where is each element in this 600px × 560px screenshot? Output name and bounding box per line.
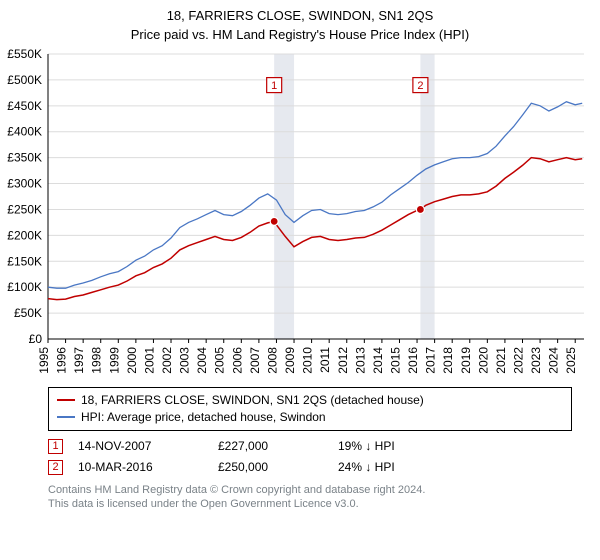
x-tick-label: 2016 <box>406 347 420 374</box>
x-tick-label: 2022 <box>511 347 525 374</box>
x-tick-label: 1996 <box>55 347 69 374</box>
x-tick-label: 2024 <box>547 347 561 374</box>
chart-band <box>274 54 294 339</box>
y-tick-label: £200K <box>7 228 42 242</box>
sale-marker-dot <box>416 205 424 213</box>
footer-line-2: This data is licensed under the Open Gov… <box>48 497 572 512</box>
footer-attribution: Contains HM Land Registry data © Crown c… <box>48 483 572 521</box>
x-tick-label: 2015 <box>388 347 402 374</box>
x-tick-label: 2023 <box>529 347 543 374</box>
y-tick-label: £150K <box>7 254 42 268</box>
x-tick-label: 2013 <box>353 347 367 374</box>
sale-marker-number: 1 <box>271 80 277 92</box>
x-tick-label: 2017 <box>424 347 438 374</box>
sale-marker-dot <box>270 217 278 225</box>
tx-date: 10-MAR-2016 <box>78 460 218 474</box>
x-tick-label: 2007 <box>248 347 262 374</box>
y-tick-label: £100K <box>7 280 42 294</box>
y-tick-label: £400K <box>7 125 42 139</box>
x-tick-label: 2008 <box>265 347 279 374</box>
x-tick-label: 2021 <box>494 347 508 374</box>
x-tick-label: 2004 <box>195 347 209 374</box>
x-tick-label: 2000 <box>125 347 139 374</box>
x-tick-label: 2006 <box>230 347 244 374</box>
tx-price: £227,000 <box>218 439 338 453</box>
y-tick-label: £300K <box>7 177 42 191</box>
y-tick-label: £50K <box>14 306 42 320</box>
y-tick-label: £500K <box>7 73 42 87</box>
legend-label: 18, FARRIERS CLOSE, SWINDON, SN1 2QS (de… <box>81 392 424 409</box>
x-tick-label: 2025 <box>564 347 578 374</box>
y-tick-label: £250K <box>7 202 42 216</box>
chart-canvas: £0 £50K £100K £150K £200K £250K £300K £350K £400… <box>0 46 600 381</box>
sale-marker-number: 2 <box>417 80 423 92</box>
legend-label: HPI: Average price, detached house, Swin… <box>81 409 326 426</box>
x-tick-label: 2010 <box>301 347 315 374</box>
chart-title: 18, FARRIERS CLOSE, SWINDON, SN1 2QS <box>0 8 600 23</box>
chart-band <box>420 54 434 339</box>
x-tick-label: 2001 <box>142 347 156 374</box>
x-tick-label: 1998 <box>90 347 104 374</box>
y-tick-label: £550K <box>7 47 42 61</box>
x-tick-label: 1995 <box>37 347 51 374</box>
x-tick-label: 2012 <box>336 347 350 374</box>
legend-row: 18, FARRIERS CLOSE, SWINDON, SN1 2QS (de… <box>57 392 563 409</box>
tx-date: 14-NOV-2007 <box>78 439 218 453</box>
x-tick-label: 2019 <box>459 347 473 374</box>
tx-delta: 19% ↓ HPI <box>338 439 458 453</box>
x-tick-label: 2018 <box>441 347 455 374</box>
y-tick-label: £450K <box>7 99 42 113</box>
legend-swatch <box>57 416 75 418</box>
tx-marker: 2 <box>48 460 63 475</box>
x-tick-label: 2005 <box>213 347 227 374</box>
transaction-table: 1 14-NOV-2007£227,00019% ↓ HPI 2 10-MAR-201… <box>48 439 572 475</box>
x-tick-label: 1999 <box>107 347 121 374</box>
y-tick-label: £0 <box>29 332 43 346</box>
x-tick-label: 2002 <box>160 347 174 374</box>
x-tick-label: 2011 <box>318 347 332 373</box>
x-tick-label: 2020 <box>476 347 490 374</box>
x-tick-label: 2003 <box>178 347 192 374</box>
x-tick-label: 1997 <box>72 347 86 374</box>
price-hpi-chart: { "title": "18, FARRIERS CLOSE, SWINDON,… <box>0 0 600 520</box>
x-tick-label: 2009 <box>283 347 297 374</box>
footer-line-1: Contains HM Land Registry data © Crown c… <box>48 483 572 498</box>
legend-swatch <box>57 399 75 401</box>
tx-delta: 24% ↓ HPI <box>338 460 458 474</box>
y-tick-label: £350K <box>7 151 42 165</box>
tx-price: £250,000 <box>218 460 338 474</box>
x-tick-label: 2014 <box>371 347 385 374</box>
tx-marker: 1 <box>48 439 63 454</box>
chart-subtitle: Price paid vs. HM Land Registry's House … <box>0 27 600 42</box>
legend: 18, FARRIERS CLOSE, SWINDON, SN1 2QS (de… <box>48 387 572 431</box>
legend-row: HPI: Average price, detached house, Swin… <box>57 409 563 426</box>
